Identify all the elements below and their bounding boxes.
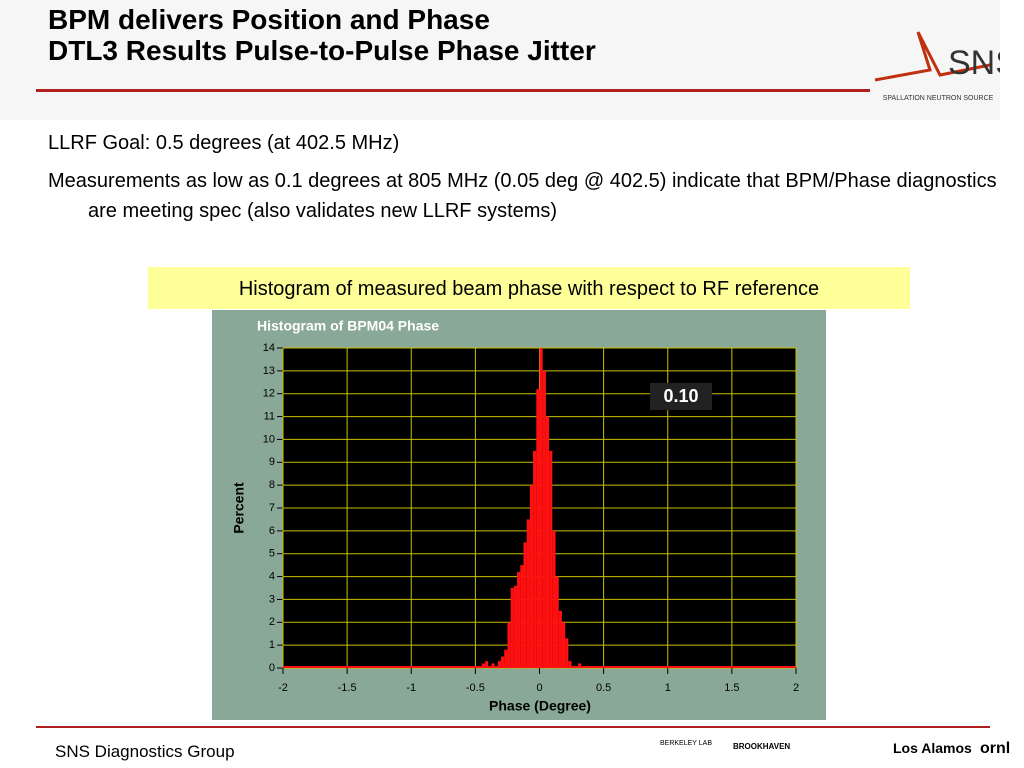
bar	[526, 519, 530, 668]
title-line: BPM delivers Position and Phase	[48, 4, 490, 35]
bar	[481, 663, 485, 668]
x-tick-label: -1	[406, 682, 416, 694]
bar	[549, 450, 553, 668]
title-line: DTL3 Results Pulse-to-Pulse Phase Jitter	[48, 35, 596, 66]
annotation: 0.10	[663, 386, 698, 406]
logo: Los Alamos	[893, 740, 972, 756]
caption: Histogram of measured beam phase with re…	[148, 267, 910, 309]
bar	[497, 661, 502, 668]
x-tick-label: -1.5	[338, 682, 357, 694]
bar	[558, 610, 562, 668]
bar	[561, 622, 566, 668]
logo: BROOKHAVEN	[733, 742, 791, 751]
x-tick-label: 2	[793, 682, 799, 694]
bar	[565, 638, 569, 668]
y-tick-label: 0	[269, 662, 275, 674]
bullet: LLRF Goal: 0.5 degrees (at 402.5 MHz)	[48, 132, 400, 154]
logo-subtitle: SPALLATION NEUTRON SOURCE	[883, 95, 994, 102]
chart: Histogram of BPM04 Phase Phase (Degree) …	[212, 310, 826, 720]
x-axis-label: Phase (Degree)	[489, 698, 591, 714]
x-tick-label: 0.5	[596, 682, 611, 694]
bar	[577, 663, 582, 668]
bar	[545, 416, 550, 668]
annotation-box	[650, 383, 712, 410]
bar	[539, 348, 543, 668]
bar	[491, 663, 495, 668]
logo: BERKELEY LAB	[660, 740, 713, 747]
sns-logo: SNS SPALLATION NEUTRON SOURCE	[874, 31, 1000, 102]
bar	[555, 576, 559, 668]
chart-title: Histogram of BPM04 Phase	[257, 318, 439, 334]
y-tick-label: 6	[269, 525, 275, 537]
logo: ornl	[980, 740, 1011, 757]
bar	[513, 585, 518, 668]
y-tick-label: 12	[263, 388, 275, 400]
y-tick-label: 11	[264, 410, 275, 422]
y-tick-label: 8	[269, 479, 275, 491]
y-tick-label: 10	[263, 433, 275, 445]
x-tick-label: 0	[536, 682, 542, 694]
bar	[523, 542, 527, 668]
footer-rule	[36, 726, 990, 728]
bar	[520, 565, 524, 668]
y-tick-label: 1	[269, 639, 275, 651]
bar	[507, 622, 511, 668]
y-tick-label: 5	[269, 548, 275, 560]
bar	[533, 450, 537, 668]
bar	[504, 649, 508, 668]
bar	[484, 661, 489, 668]
y-tick-label: 13	[263, 365, 275, 377]
bar	[529, 485, 534, 668]
y-tick-label: 4	[269, 570, 275, 582]
x-tick-label: -2	[278, 682, 288, 694]
footer-text: SNS Diagnostics Group	[55, 742, 235, 761]
bullet: Measurements as low as 0.1 degrees at 80…	[48, 170, 997, 222]
bar	[510, 588, 514, 668]
y-tick-label: 14	[263, 342, 275, 354]
y-tick-label: 3	[269, 593, 275, 605]
title-rule	[36, 89, 870, 92]
bar	[517, 572, 521, 668]
logo-name: SNS	[948, 44, 1000, 82]
y-tick-label: 2	[269, 616, 275, 628]
y-tick-label: 7	[269, 502, 275, 514]
bar	[501, 656, 505, 668]
title: BPM delivers Position and Phase DTL3 Res…	[48, 4, 596, 66]
bar	[552, 530, 556, 668]
x-tick-label: 1.5	[724, 682, 739, 694]
x-tick-label: -0.5	[466, 682, 485, 694]
bar	[568, 661, 572, 668]
bar	[536, 389, 540, 668]
bar	[542, 370, 546, 668]
header-band	[0, 0, 1000, 120]
x-tick-label: 1	[665, 682, 671, 694]
y-tick-label: 9	[269, 456, 275, 468]
y-axis-label: Percent	[231, 482, 247, 534]
